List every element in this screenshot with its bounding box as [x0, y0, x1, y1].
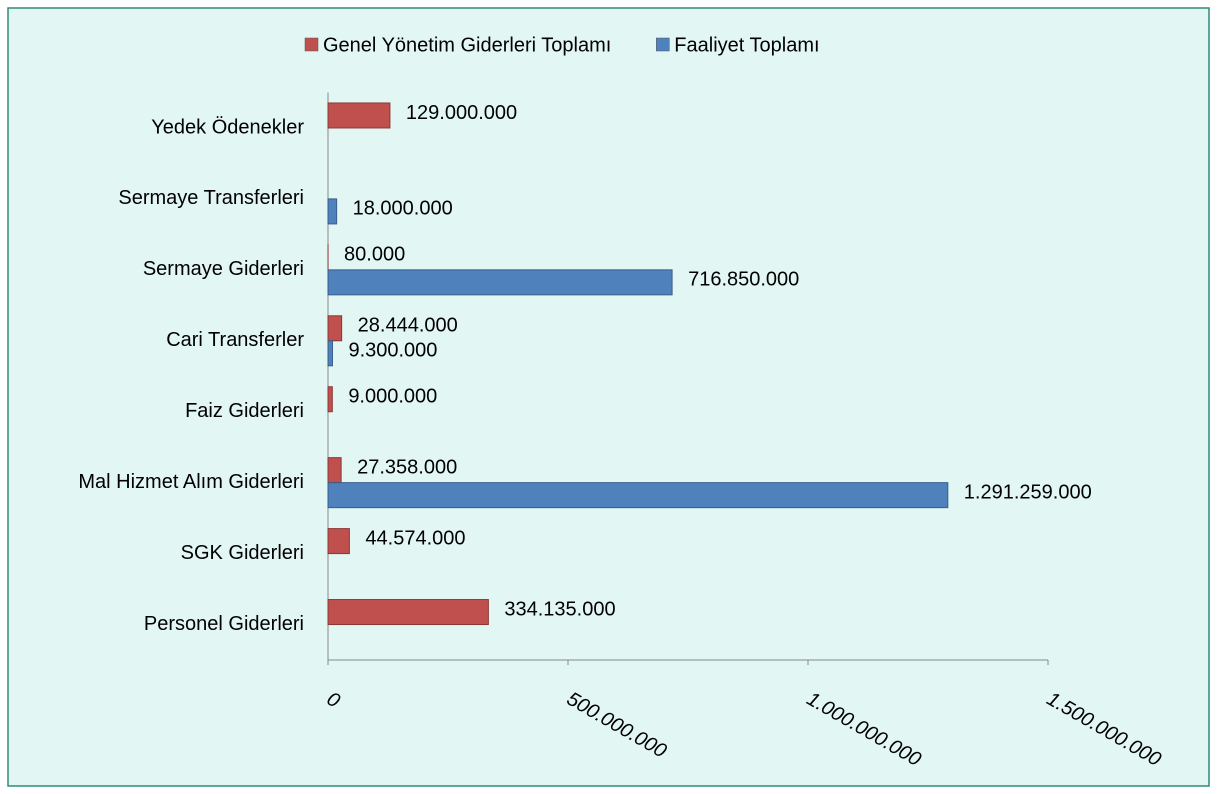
legend-label: Faaliyet Toplamı [674, 34, 819, 56]
value-label: 129.000.000 [406, 102, 517, 124]
value-label: 44.574.000 [365, 527, 465, 549]
bar [327, 528, 350, 555]
value-label: 1.291.259.000 [964, 481, 1092, 503]
legend-label: Genel Yönetim Giderleri Toplamı [323, 34, 611, 56]
bar [327, 102, 391, 129]
y-tick-label: Yedek Ödenekler [151, 116, 304, 138]
y-tick-label: Mal Hizmet Alım Giderleri [78, 471, 304, 493]
bar [327, 599, 489, 626]
value-label: 9.300.000 [348, 340, 437, 362]
bar [327, 340, 333, 367]
bar [327, 269, 673, 296]
bar [327, 386, 333, 413]
y-tick-label: SGK Giderleri [181, 542, 304, 564]
bar [327, 198, 338, 225]
bar [327, 482, 949, 509]
y-tick-label: Sermaye Transferleri [118, 187, 304, 209]
value-label: 716.850.000 [688, 269, 799, 291]
legend-swatch [656, 37, 670, 52]
value-label: 9.000.000 [348, 386, 437, 408]
value-label: 80.000 [344, 244, 405, 266]
y-tick-label: Cari Transferler [166, 329, 304, 351]
value-label: 28.444.000 [358, 315, 458, 337]
value-label: 334.135.000 [504, 598, 615, 620]
value-label: 27.358.000 [357, 456, 457, 478]
y-tick-label: Personel Giderleri [144, 613, 304, 635]
y-tick-label: Faiz Giderleri [185, 400, 304, 422]
bar [327, 315, 343, 342]
y-tick-label: Sermaye Giderleri [143, 258, 304, 280]
value-label: 18.000.000 [353, 198, 453, 220]
chart-background [7, 7, 1210, 787]
legend-swatch [304, 37, 319, 52]
bar [327, 457, 342, 484]
